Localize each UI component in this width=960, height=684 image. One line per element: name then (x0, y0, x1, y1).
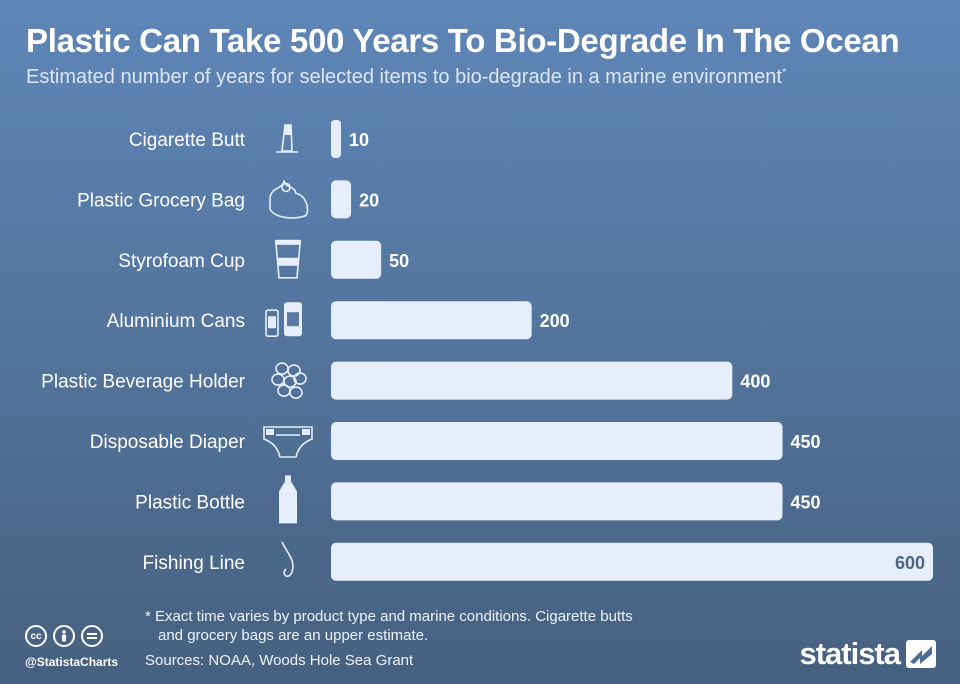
value-label: 600 (895, 553, 925, 573)
icon-part (277, 257, 299, 266)
icon-part (287, 312, 299, 327)
value-label: 450 (791, 492, 821, 512)
styrofoam-cup-icon (275, 239, 301, 279)
icon-part (287, 364, 301, 377)
footnote-line-1: * Exact time varies by product type and … (145, 608, 633, 625)
icon-part (285, 475, 291, 482)
icon-part (281, 541, 294, 578)
icon-part (283, 568, 287, 573)
icon-part (266, 429, 274, 435)
icon-part (271, 373, 285, 386)
category-label: Disposable Diaper (90, 432, 246, 453)
footnote-line-2: and grocery bags are an upper estimate. (158, 627, 429, 644)
bar-chart: Cigarette Butt 10 Plastic Grocery Bag 20 Sty… (41, 120, 933, 581)
bar (331, 240, 382, 279)
value-label: 20 (359, 190, 379, 210)
diaper-icon (263, 426, 313, 458)
statista-handle[interactable]: @StatistaCharts (25, 655, 119, 669)
value-label: 450 (791, 432, 821, 452)
statista-logo-text[interactable]: statista (799, 636, 901, 671)
cigarette-butt-icon (276, 124, 298, 153)
value-label: 200 (540, 311, 570, 331)
license-icons: cc (25, 625, 103, 647)
grocery-bag-icon (269, 179, 309, 219)
footnote: * Exact time varies by product type and … (145, 607, 633, 645)
equals-icon[interactable] (81, 625, 103, 647)
category-label: Cigarette Butt (129, 130, 246, 151)
value-label: 10 (349, 130, 369, 150)
bar (331, 542, 933, 581)
icon-part (263, 426, 313, 458)
icon-part (279, 481, 297, 524)
icon-part (284, 125, 292, 135)
value-label: 400 (740, 372, 770, 392)
bar (331, 482, 783, 521)
subtitle-footnote-marker: * (781, 66, 787, 79)
category-label: Plastic Bottle (135, 492, 245, 513)
icon-part (268, 316, 276, 329)
bar (331, 180, 352, 219)
chart-title: Plastic Can Take 500 Years To Bio-Degrad… (26, 22, 900, 59)
bar (331, 422, 783, 460)
fishing-line-icon (281, 541, 294, 578)
by-icon[interactable] (53, 625, 75, 647)
icon-part (277, 384, 291, 397)
icon-part (302, 429, 310, 435)
cc-icon[interactable]: cc (25, 625, 47, 647)
aluminium-cans-icon (265, 302, 302, 338)
icon-part (265, 309, 279, 338)
chart-subtitle: Estimated number of years for selected i… (26, 66, 786, 89)
icon-part (289, 386, 303, 399)
bar (331, 361, 733, 400)
icon-part (269, 179, 309, 219)
category-label: Plastic Grocery Bag (77, 190, 245, 211)
icon-part (275, 362, 289, 375)
bar (331, 120, 342, 158)
statista-logo-mark-icon (906, 640, 936, 668)
icon-part (293, 372, 307, 385)
category-label: Fishing Line (143, 553, 245, 574)
subtitle-text: Estimated number of years for selected i… (26, 66, 782, 88)
value-label: 50 (389, 251, 409, 271)
sources-text: Sources: NOAA, Woods Hole Sea Grant (145, 652, 414, 669)
category-label: Plastic Beverage Holder (41, 372, 245, 393)
plastic-bottle-icon (279, 475, 297, 524)
category-label: Styrofoam Cup (118, 251, 245, 272)
beverage-holder-icon (271, 362, 307, 399)
category-label: Aluminium Cans (107, 311, 245, 332)
icon-part (281, 182, 291, 193)
bar (331, 301, 532, 340)
icon-part (283, 375, 297, 388)
icon-part (275, 239, 301, 245)
